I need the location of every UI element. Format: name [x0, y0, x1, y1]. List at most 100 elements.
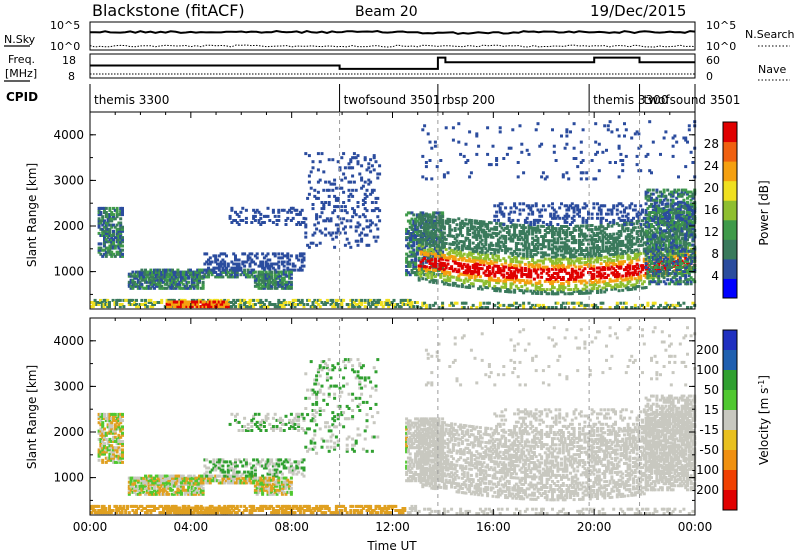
power-echo-cell — [172, 286, 176, 290]
power-echo-cell — [505, 290, 509, 294]
power-echo-cell — [626, 216, 630, 220]
power-echo-cell — [500, 273, 504, 277]
power-echo-cell — [237, 298, 241, 302]
power-echo-cell — [241, 252, 245, 256]
power-echo-cell — [435, 273, 439, 277]
power-echo-cell — [561, 286, 565, 290]
power-echo-cell — [423, 257, 427, 261]
power-echo-cell — [437, 222, 441, 226]
power-echo-cell — [291, 206, 295, 210]
power-echo-cell — [606, 212, 610, 216]
power-echo-cell — [194, 302, 198, 306]
power-echo-cell — [140, 282, 144, 286]
power-echo-cell — [633, 242, 637, 246]
power-echo-cell — [551, 286, 554, 290]
power-echo-cell — [574, 241, 578, 245]
power-echo-cell — [426, 229, 430, 233]
power-echo-cell — [360, 164, 364, 168]
power-echo-cell — [581, 216, 585, 220]
power-echo-cell — [115, 229, 119, 233]
power-echo-cell — [417, 239, 421, 243]
power-echo-cell — [453, 261, 457, 265]
power-echo-cell — [612, 232, 616, 236]
power-echo-cell — [538, 263, 542, 267]
power-echo-cell — [536, 218, 540, 222]
power-echo-cell — [532, 228, 536, 232]
power-echo-cell — [484, 235, 488, 238]
power-echo-cell — [673, 240, 677, 244]
power-echo-cell — [623, 243, 626, 247]
power-echo-cell — [556, 249, 560, 253]
power-echo-cell — [500, 222, 504, 226]
power-echo-cell — [412, 244, 416, 248]
power-echo-cell — [424, 230, 428, 234]
power-echo-cell — [243, 273, 247, 277]
power-echo-cell — [189, 273, 192, 277]
power-echo-cell — [560, 249, 563, 253]
power-echo-cell — [599, 239, 603, 243]
power-echo-cell — [630, 218, 634, 222]
power-echo-cell — [248, 305, 252, 309]
power-echo-cell — [614, 236, 617, 240]
power-echo-cell — [250, 252, 254, 256]
power-echo-cell — [605, 284, 608, 288]
power-echo-cell — [91, 305, 95, 309]
power-echo-cell — [570, 235, 574, 239]
power-echo-cell — [469, 270, 473, 273]
power-echo-cell — [633, 285, 637, 289]
power-echo-cell — [257, 298, 261, 302]
power-echo-cell — [554, 210, 558, 214]
power-echo-cell — [477, 246, 481, 250]
power-echo-cell — [151, 303, 155, 306]
power-echo-cell — [178, 280, 182, 284]
power-echo-cell — [261, 264, 265, 268]
power-echo-cell — [543, 235, 547, 239]
power-echo-cell — [514, 274, 518, 278]
power-echo-cell — [648, 270, 652, 274]
power-echo-cell — [505, 224, 509, 228]
power-echo-cell — [590, 246, 594, 250]
power-echo-cell — [666, 202, 670, 206]
power-echo-cell — [216, 305, 219, 309]
power-echo-cell — [101, 254, 105, 258]
power-echo-cell — [623, 260, 626, 264]
power-echo-cell — [183, 305, 187, 309]
power-echo-cell — [273, 270, 277, 274]
power-echo-cell — [623, 210, 626, 214]
power-echo-cell — [642, 286, 646, 290]
power-echo-cell — [543, 229, 547, 232]
noise-right-label: N.Search — [745, 28, 795, 41]
power-echo-cell — [99, 252, 103, 256]
power-echo-cell — [597, 206, 601, 210]
power-echo-cell — [446, 219, 450, 223]
power-echo-cell — [471, 284, 475, 288]
power-echo-cell — [342, 227, 346, 231]
power-echo-cell — [264, 270, 268, 274]
power-echo-cell — [561, 265, 565, 269]
power-echo-cell — [426, 251, 430, 255]
power-echo-cell — [637, 240, 641, 244]
power-echo-cell — [650, 274, 653, 278]
power-echo-cell — [103, 221, 106, 225]
power-echo-cell — [527, 212, 531, 216]
power-echo-cell — [190, 270, 194, 274]
power-echo-cell — [531, 240, 535, 244]
power-echo-cell — [153, 268, 156, 272]
power-echo-cell — [300, 252, 304, 256]
power-echo-cell — [651, 268, 655, 271]
power-echo-cell — [585, 281, 589, 285]
power-echo-cell — [405, 252, 409, 256]
power-echo-cell — [536, 247, 540, 251]
power-echo-cell — [588, 256, 592, 260]
power-echo-cell — [635, 240, 639, 244]
power-echo-cell — [99, 213, 103, 217]
power-echo-cell — [534, 271, 538, 275]
power-echo-cell — [570, 255, 574, 259]
power-echo-cell — [545, 265, 549, 269]
power-echo-cell — [354, 239, 358, 243]
power-echo-cell — [637, 252, 641, 256]
power-echo-cell — [410, 217, 414, 221]
power-echo-cell — [513, 225, 517, 229]
power-echo-cell — [178, 305, 182, 309]
power-echo-cell — [91, 303, 95, 306]
